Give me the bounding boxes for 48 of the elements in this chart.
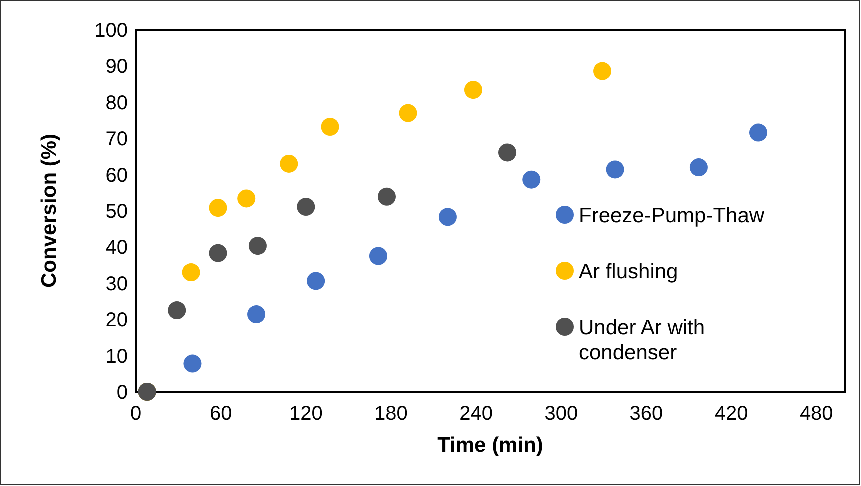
x-tick-label: 420 [714,403,748,425]
point [307,272,326,290]
point [248,237,267,256]
point [248,306,266,324]
point [168,302,186,320]
y-tick-label: 100 [94,20,128,42]
y-axis-title: Conversion (%) [38,134,61,288]
x-tick-label: 300 [544,403,578,425]
y-tick-label: 10 [106,346,128,368]
point [280,154,298,173]
point [209,244,228,262]
x-tick-label: 360 [630,403,664,425]
point [378,188,396,206]
point [321,118,340,136]
x-tick-label: 60 [210,403,232,425]
x-axis-title: Time (min) [438,434,544,457]
y-tick-label: 30 [106,273,128,296]
point [594,62,612,80]
point [182,264,200,282]
x-tick-label: 480 [800,403,834,425]
point [184,354,202,373]
y-tick-label: 90 [106,56,128,78]
legend-label: Ar flushing [579,260,678,284]
point [750,124,768,142]
x-tick-label: 180 [374,403,408,425]
legend-label: Freeze-Pump-Thaw [579,204,766,228]
point [606,160,624,179]
y-tick-label: 20 [106,310,128,332]
x-tick-label: 0 [130,403,142,425]
point [238,190,256,208]
y-tick-label: 60 [106,164,128,187]
point [209,199,228,218]
y-tick-label: 80 [106,92,128,114]
point [690,158,708,177]
point [438,208,457,226]
point [399,104,418,122]
point [522,170,541,189]
y-tick-label: 50 [106,201,128,223]
point [464,81,482,100]
legend-label: Under Ar with condenser [579,316,706,365]
y-tick-label: 70 [106,128,128,151]
y-tick-label: 40 [106,237,128,260]
x-tick-label: 120 [289,403,323,425]
point [297,198,316,216]
y-tick-label: 0 [116,382,128,404]
point [498,144,517,162]
point [369,247,388,266]
x-tick-label: 240 [460,403,494,425]
